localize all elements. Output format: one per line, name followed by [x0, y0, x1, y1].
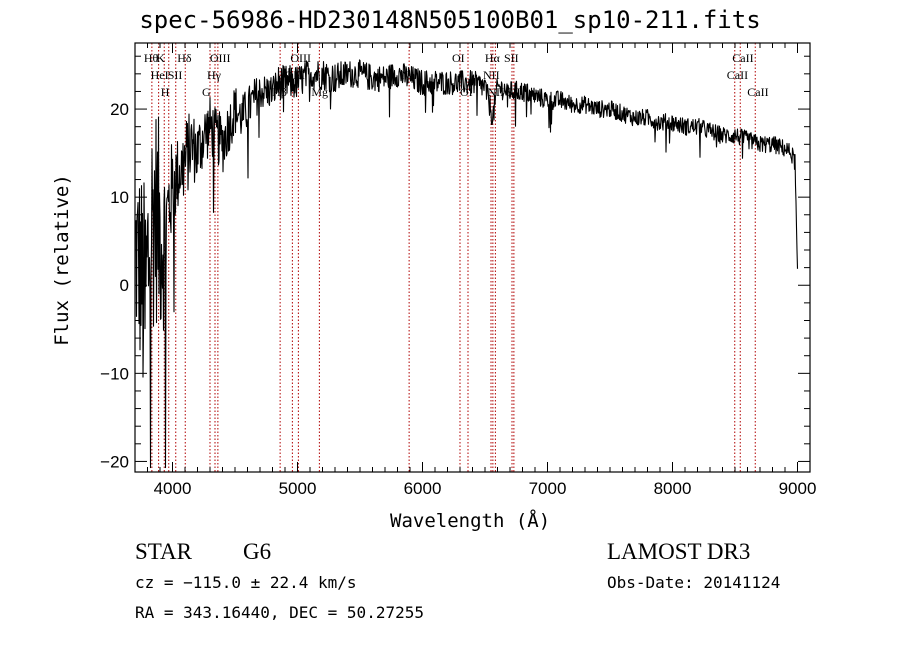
- y-axis-label: Flux (relative): [51, 174, 73, 346]
- spectral-line-markers: [151, 43, 756, 472]
- object-subclass: G6: [243, 539, 272, 564]
- plot-axes: 4000 5000 6000 7000 8000 9000 −20 −10 0 10 20: [100, 42, 817, 498]
- spectral-line-label: OIII: [284, 68, 305, 82]
- spectral-line-label: Hδ: [177, 51, 192, 65]
- spectral-line-label: NII: [487, 85, 504, 99]
- spectral-line-label: CaII: [747, 85, 768, 99]
- chart-title: spec-56986-HD230148N505100B01_sp10-211.f…: [139, 6, 761, 34]
- spectral-line-label: Na: [401, 68, 416, 82]
- spectrum-line-0: [134, 59, 799, 469]
- spectral-line-label: Mg: [311, 85, 328, 99]
- spectral-line-label: SII: [168, 68, 183, 82]
- survey-name: LAMOST DR3: [607, 539, 751, 564]
- spectral-line-label: H: [161, 85, 170, 99]
- spectral-line-label: SII: [504, 51, 519, 65]
- spectral-line-label: OI: [452, 51, 465, 65]
- y-tick-label: 0: [120, 276, 129, 295]
- spectral-line-label: G: [202, 85, 211, 99]
- y-tick-label: 20: [110, 100, 129, 119]
- spectral-line-label: NII: [483, 68, 500, 82]
- spectral-line-label: CaII: [727, 68, 748, 82]
- x-axis-label: Wavelength (Å): [390, 510, 551, 532]
- spectral-line-labels: Hθ HeI K H SII Hδ G Hγ OIII Hβ OIII OIII Mg Na OI OI NII…: [144, 51, 769, 99]
- x-tick-label: 4000: [154, 479, 192, 498]
- spectral-line-label: HeI: [151, 68, 169, 82]
- spectral-line-label: CaII: [732, 51, 753, 65]
- x-tick-label: 9000: [779, 479, 817, 498]
- spectral-line-label: OI: [460, 85, 473, 99]
- x-tick-label: 8000: [654, 479, 692, 498]
- y-tick-label: −10: [100, 364, 129, 383]
- y-tick-label: −20: [100, 452, 129, 471]
- x-tick-label: 6000: [404, 479, 442, 498]
- spectral-line-label: Hα: [485, 51, 501, 65]
- x-tick-label: 5000: [279, 479, 317, 498]
- spectral-line-label: OIII: [290, 51, 311, 65]
- x-tick-label: 7000: [529, 479, 567, 498]
- spectral-line-label: OIII: [210, 51, 231, 65]
- spectral-line-label: K: [156, 51, 165, 65]
- spectrum-series: [134, 59, 799, 469]
- spectral-line-label: Hθ: [144, 51, 159, 65]
- y-tick-label: 10: [110, 188, 129, 207]
- object-class: STAR: [135, 539, 192, 564]
- redshift-velocity: cz = −115.0 ± 22.4 km/s: [135, 573, 357, 592]
- spectral-line-label: SII: [506, 85, 521, 99]
- observation-date: Obs-Date: 20141124: [607, 573, 781, 592]
- coordinates: RA = 343.16440, DEC = 50.27255: [135, 603, 424, 622]
- spectral-line-label: Hβ: [272, 85, 287, 99]
- spectral-line-label: Hγ: [207, 68, 222, 82]
